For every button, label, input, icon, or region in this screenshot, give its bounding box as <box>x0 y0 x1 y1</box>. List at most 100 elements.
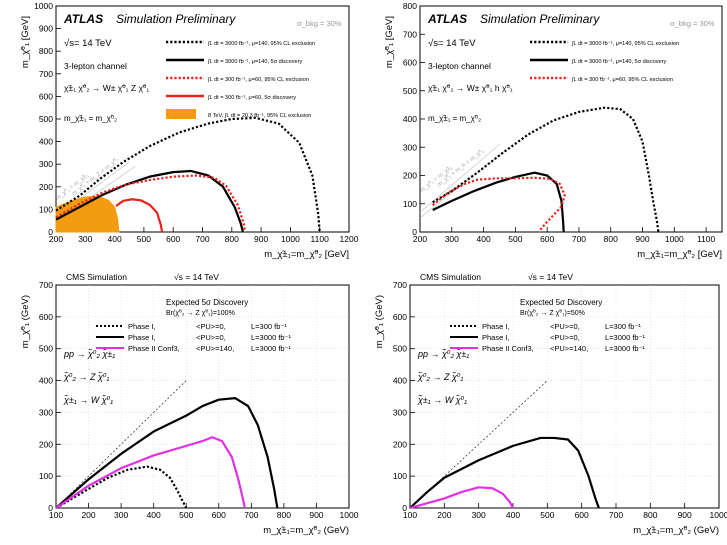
x-tick-label: 100 <box>403 510 417 520</box>
y-axis-title: m_χ̃⁰₁ [GeV] <box>20 16 31 68</box>
atlas-title: ATLAS <box>427 12 467 26</box>
y-tick-label: 0 <box>412 227 417 237</box>
y-tick-label: 600 <box>39 91 53 101</box>
x-tick-label: 700 <box>244 510 258 520</box>
x-tick-label: 200 <box>437 510 451 520</box>
process-line: χ̃⁰₂ → Z χ̃⁰₁ <box>63 371 109 382</box>
x-tick-label: 200 <box>49 234 63 244</box>
panel-atlas-wz: 200 300 400 500 600 700 800 900 1000 1100 1200 0 100… <box>20 1 359 260</box>
process-label: χ̃±₁ χ̃⁰₂ → W± χ̃⁰₁ h χ̃⁰₁ <box>428 83 513 93</box>
y-tick-label: 900 <box>39 24 53 34</box>
process-line: χ̃⁰₂ → Z χ̃⁰₁ <box>417 371 463 382</box>
legend-entry: Phase II Conf3, <box>128 344 180 353</box>
x-tick-label: 400 <box>476 234 490 244</box>
y-tick-label: 1000 <box>34 1 53 11</box>
legend-pu: <PU>=0, <box>196 322 226 331</box>
x-tick-label: 900 <box>635 234 649 244</box>
process-label: χ̃±₁ χ̃⁰₂ → W± χ̃⁰₁ Z χ̃⁰₁ <box>64 83 149 93</box>
series-curve-2 <box>432 176 566 233</box>
energy-label: √s= 14 TeV <box>428 38 476 49</box>
legend-entry: 8 TeV, ∫L dt = 20.3 fb⁻¹, 95% CL exclusi… <box>208 113 311 119</box>
energy-label: √s= 14 TeV <box>64 38 112 49</box>
x-tick-label: 400 <box>147 510 161 520</box>
series-curve-1 <box>55 169 244 233</box>
panel-cms-wz-100: 100 200 300 400 500 600 700 800 900 1000010020030… <box>20 272 359 536</box>
y-tick-label: 300 <box>39 407 53 417</box>
legend-entry: ∫L dt = 3000 fb⁻¹, μ=140, 95% CL exclusi… <box>571 41 679 47</box>
legend-pu: <PU>=0, <box>550 322 580 331</box>
x-tick-label: 600 <box>540 234 554 244</box>
x-tick-label: 800 <box>643 510 657 520</box>
x-tick-label: 200 <box>81 510 95 520</box>
atlas-subtitle: Simulation Preliminary <box>116 12 236 26</box>
y-tick-label: 500 <box>39 114 53 124</box>
legend-entry: ∫L dt = 300 fb⁻¹, μ=60, 5σ discovery <box>207 95 296 101</box>
y-tick-label: 600 <box>39 312 53 322</box>
y-tick-label: 300 <box>39 159 53 169</box>
legend-lumi: L=3000 fb⁻¹ <box>605 344 646 353</box>
legend-entry: Phase I, <box>128 322 156 331</box>
legend-lumi: L=3000 fb⁻¹ <box>251 344 292 353</box>
x-tick-label: 1100 <box>311 234 330 244</box>
series-curve-1 <box>55 396 279 509</box>
process-line: pp → χ̃⁰₂ χ̃±₁ <box>63 348 115 359</box>
x-axis-title: m_χ̃±₁=m_χ̃⁰₂ [GeV] <box>637 249 722 260</box>
legend-entry: ∫L dt = 300 fb⁻¹, μ=60, 95% CL exclusion <box>207 77 309 83</box>
kinematic-label: m_χ̃⁰₁ + m_h = m_χ̃⁰₂ <box>436 147 486 188</box>
legend-lumi: L=300 fb⁻¹ <box>605 322 641 331</box>
channel-label: 3-lepton channel <box>428 61 491 71</box>
process-line: χ̃±₁ → W χ̃⁰₁ <box>417 394 467 405</box>
energy-label: √s = 14 TeV <box>174 272 219 282</box>
y-tick-label: 400 <box>403 114 417 124</box>
y-tick-label: 500 <box>39 344 53 354</box>
legend-pu: <PU>=140, <box>550 344 588 353</box>
x-tick-label: 600 <box>575 510 589 520</box>
y-tick-label: 100 <box>393 471 407 481</box>
plot-frame <box>409 284 720 509</box>
legend-entry: Phase I, <box>482 322 510 331</box>
x-tick-label: 600 <box>212 510 226 520</box>
y-tick-label: 600 <box>393 312 407 322</box>
energy-label: √s = 14 TeV <box>528 272 573 282</box>
x-tick-label: 1200 <box>340 234 359 244</box>
legend-lumi: L=3000 fb⁻¹ <box>605 333 646 342</box>
x-tick-label: 1100 <box>697 234 716 244</box>
y-tick-label: 400 <box>39 376 53 386</box>
x-tick-label: 700 <box>609 510 623 520</box>
x-tick-label: 900 <box>678 510 692 520</box>
x-tick-label: 400 <box>506 510 520 520</box>
y-tick-label: 400 <box>39 137 53 147</box>
y-tick-label: 0 <box>48 227 53 237</box>
legend-lumi: L=300 fb⁻¹ <box>251 322 287 331</box>
x-tick-label: 800 <box>225 234 239 244</box>
x-tick-label: 900 <box>254 234 268 244</box>
y-tick-label: 300 <box>393 407 407 417</box>
y-tick-label: 700 <box>393 280 407 290</box>
sigma-label: σ_bkg = 30% <box>670 19 715 28</box>
y-tick-label: 500 <box>403 86 417 96</box>
series-curve-2 <box>55 174 247 233</box>
br-label: Br(χ̃⁰₂ → Z χ̃⁰₁)=100% <box>166 309 235 317</box>
x-axis-title: m_χ̃±₁=m_χ̃⁰₂ (GeV) <box>263 525 349 536</box>
cms-header: CMS Simulation <box>420 272 481 282</box>
x-tick-label: 500 <box>540 510 554 520</box>
x-tick-label: 600 <box>166 234 180 244</box>
x-tick-label: 300 <box>472 510 486 520</box>
series-curve-0 <box>55 116 321 233</box>
series-curve-2 <box>409 486 514 510</box>
y-tick-label: 300 <box>403 142 417 152</box>
x-tick-label: 700 <box>572 234 586 244</box>
x-axis-title: m_χ̃±₁=m_χ̃⁰₂ [GeV] <box>264 249 349 260</box>
legend-entry: Phase I, <box>128 333 156 342</box>
x-tick-label: 800 <box>277 510 291 520</box>
plot-frame <box>55 284 350 509</box>
x-tick-label: 700 <box>195 234 209 244</box>
x-tick-label: 800 <box>604 234 618 244</box>
x-tick-label: 300 <box>78 234 92 244</box>
legend-title: Expected 5σ Discovery <box>166 298 248 307</box>
y-tick-label: 800 <box>403 1 417 11</box>
legend-pu: <PU>=140, <box>196 344 234 353</box>
mass-relation-label: m_χ̃±₁ = m_χ̃⁰₂ <box>64 114 117 123</box>
series-curve-3 <box>115 198 164 233</box>
